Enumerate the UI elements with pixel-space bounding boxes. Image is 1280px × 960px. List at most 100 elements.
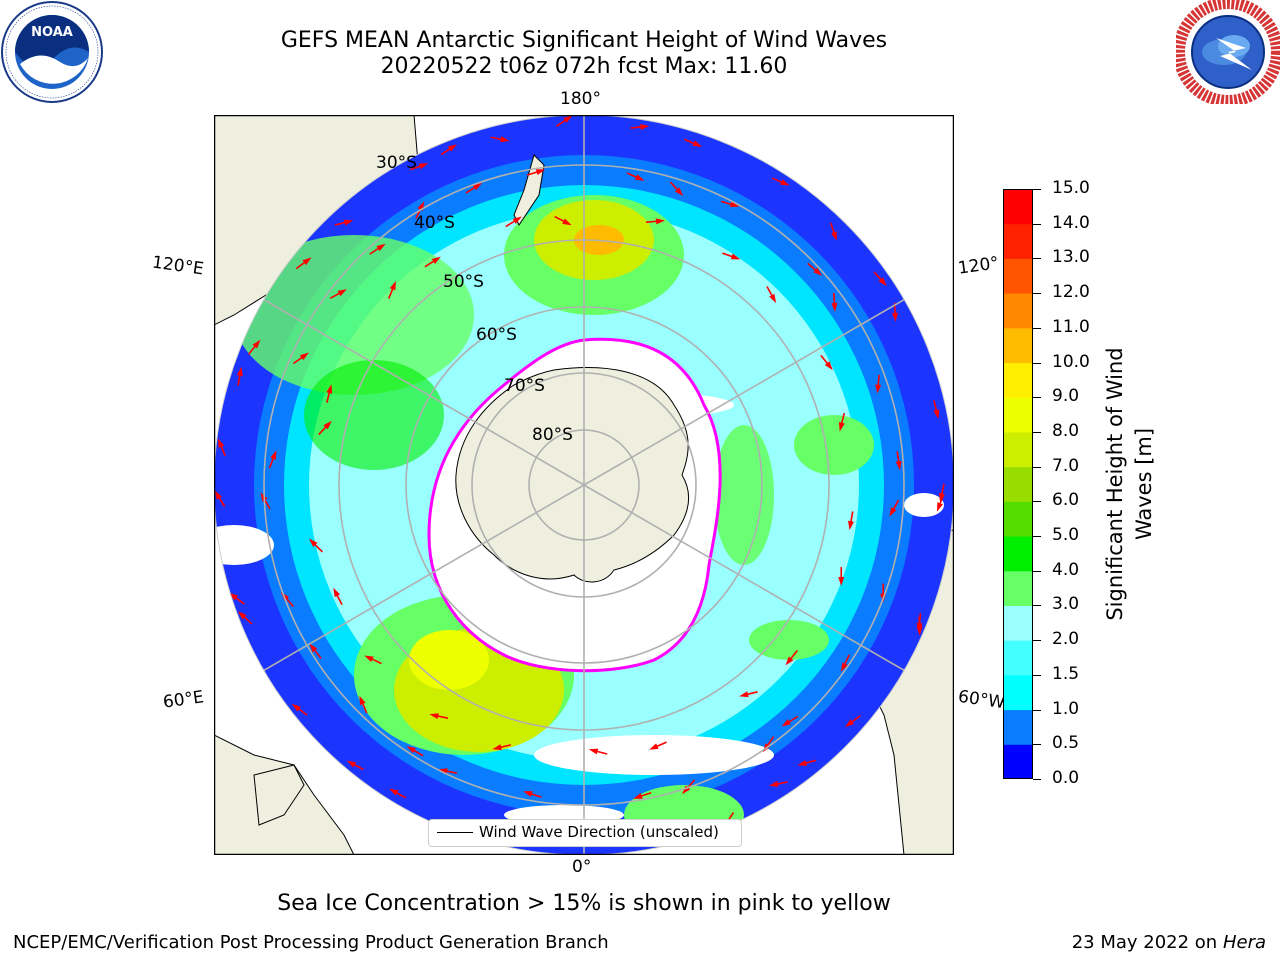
wind-wave-arrowhead xyxy=(563,115,573,123)
colorbar-label-line1: Significant Height of Wind xyxy=(1103,347,1127,621)
colorbar-tick-mark xyxy=(1033,431,1041,433)
wind-wave-arrowhead xyxy=(878,277,887,287)
wind-wave-arrowhead xyxy=(655,218,665,225)
colorbar-band xyxy=(1003,293,1033,329)
colorbar-band xyxy=(1003,709,1033,745)
colorbar-tick-mark xyxy=(1033,779,1041,780)
wind-wave-arrowhead xyxy=(389,280,396,291)
wind-wave-arrowhead xyxy=(895,460,902,471)
colorbar-tick-label: 5.0 xyxy=(1052,525,1080,546)
lat-label-30s: 30°S xyxy=(376,153,417,173)
legend-label: Wind Wave Direction (unscaled) xyxy=(479,823,719,841)
wind-wave-arrowhead xyxy=(936,502,943,512)
wind-wave-arrowhead xyxy=(217,438,225,448)
colorbar-label-line2: Waves [m] xyxy=(1132,427,1156,541)
wind-wave-arrowhead xyxy=(389,788,399,796)
lat-label-50s: 50°S xyxy=(443,272,484,292)
wind-wave-arrowhead xyxy=(938,492,945,503)
colorbar-tick-label: 3.0 xyxy=(1052,594,1080,615)
colorbar-tick-label: 13.0 xyxy=(1052,247,1090,268)
colorbar-tick-mark xyxy=(1033,258,1041,260)
wind-wave-arrowhead xyxy=(337,289,347,297)
lon-label-120e: 120°E xyxy=(150,252,205,280)
colorbar-tick-mark xyxy=(1033,466,1041,468)
wind-wave-arrowhead xyxy=(346,760,356,768)
wind-wave-arrowhead xyxy=(299,352,309,361)
colorbar-band xyxy=(1003,674,1033,711)
colorbar-tick-label: 12.0 xyxy=(1052,282,1090,303)
wind-wave-arrowhead xyxy=(588,748,599,755)
footer-date: 23 May 2022 on Hera xyxy=(1072,932,1266,953)
wind-wave-arrowhead xyxy=(813,267,823,276)
wind-wave-arrowhead xyxy=(431,256,441,264)
wind-wave-arrowhead xyxy=(838,422,845,432)
colorbar-tick-label: 7.0 xyxy=(1052,455,1080,476)
wind-wave-arrowhead xyxy=(848,520,854,531)
wind-wave-arrowhead xyxy=(309,643,318,653)
wind-wave-arrowhead xyxy=(376,243,386,252)
colorbar-tick-mark xyxy=(1033,674,1041,676)
wind-wave-arrowhead xyxy=(323,420,332,430)
wind-wave-arrowhead xyxy=(780,179,790,186)
colorbar-tick-mark xyxy=(1033,501,1041,503)
wind-wave-arrowhead xyxy=(692,140,703,147)
colorbar-tick-label: 15.0 xyxy=(1052,178,1090,198)
colorbar-tick-label: 8.0 xyxy=(1052,420,1080,441)
footer-credit: NCEP/EMC/Verification Post Processing Pr… xyxy=(13,932,609,953)
colorbar-band xyxy=(1003,744,1033,779)
map-legend: Wind Wave Direction (unscaled) xyxy=(428,819,742,847)
lat-label-80s: 80°S xyxy=(532,425,573,445)
wind-wave-arrowhead xyxy=(730,253,741,260)
wind-wave-arrowhead xyxy=(838,577,845,587)
wind-wave-arrowhead xyxy=(729,201,740,208)
colorbar-tick-mark xyxy=(1033,640,1041,642)
lat-label-40s: 40°S xyxy=(414,213,455,233)
colorbar-band xyxy=(1003,223,1033,259)
colorbar-tick-label: 9.0 xyxy=(1052,386,1080,407)
colorbar xyxy=(1003,189,1033,779)
colorbar-tick-mark xyxy=(1033,223,1041,225)
wind-wave-arrowhead xyxy=(302,257,312,266)
lon-label-120w: 120° xyxy=(956,253,1001,279)
colorbar-band xyxy=(1003,362,1033,398)
wind-wave-arrowhead xyxy=(406,746,416,754)
colorbar-tick-label: 1.5 xyxy=(1052,663,1080,684)
wind-wave-arrowhead xyxy=(359,695,366,706)
wind-wave-arrowhead xyxy=(500,136,510,143)
colorbar-band xyxy=(1003,397,1033,433)
wind-wave-arrowhead xyxy=(308,538,318,547)
colorbar-tick-mark xyxy=(1033,744,1041,746)
wind-wave-arrowhead xyxy=(252,339,261,349)
graticule xyxy=(214,115,954,855)
lon-label-60e: 60°E xyxy=(161,687,206,713)
colorbar-frame xyxy=(1003,189,1033,779)
polar-map: 30°S 40°S 50°S 60°S 70°S 80°S xyxy=(214,115,954,855)
wind-wave-arrowhead xyxy=(634,174,645,181)
wind-wave-arrowhead xyxy=(781,719,791,727)
colorbar-tick-label: 0.5 xyxy=(1052,733,1080,754)
colorbar-band xyxy=(1003,327,1033,364)
wind-wave-arrowhead xyxy=(535,169,546,175)
lon-label-0: 0° xyxy=(572,857,592,877)
wind-wave-arrowhead xyxy=(291,703,301,712)
map-title: GEFS MEAN Antarctic Significant Height o… xyxy=(280,28,888,53)
wind-wave-arrowhead xyxy=(429,713,439,720)
wind-wave-arrowhead xyxy=(333,587,341,598)
wind-wave-arrowhead xyxy=(236,366,243,377)
colorbar-band xyxy=(1003,189,1033,225)
colorbar-tick-mark xyxy=(1033,189,1041,190)
footer-machine: Hera xyxy=(1222,932,1266,953)
colorbar-band xyxy=(1003,466,1033,502)
wind-wave-arrowhead xyxy=(889,507,897,517)
wind-wave-arrowhead xyxy=(845,719,855,728)
nws-logo xyxy=(1176,0,1280,104)
wind-wave-arrowhead xyxy=(649,743,659,750)
wind-wave-arrowhead xyxy=(933,409,940,419)
colorbar-tick-mark xyxy=(1033,327,1041,329)
colorbar-tick-label: 4.0 xyxy=(1052,559,1080,580)
colorbar-tick-label: 14.0 xyxy=(1052,212,1090,233)
colorbar-tick-mark xyxy=(1033,536,1041,538)
colorbar-tick-label: 0.0 xyxy=(1052,768,1080,788)
wind-wave-arrowhead xyxy=(797,760,807,766)
wind-wave-arrowhead xyxy=(785,656,794,666)
